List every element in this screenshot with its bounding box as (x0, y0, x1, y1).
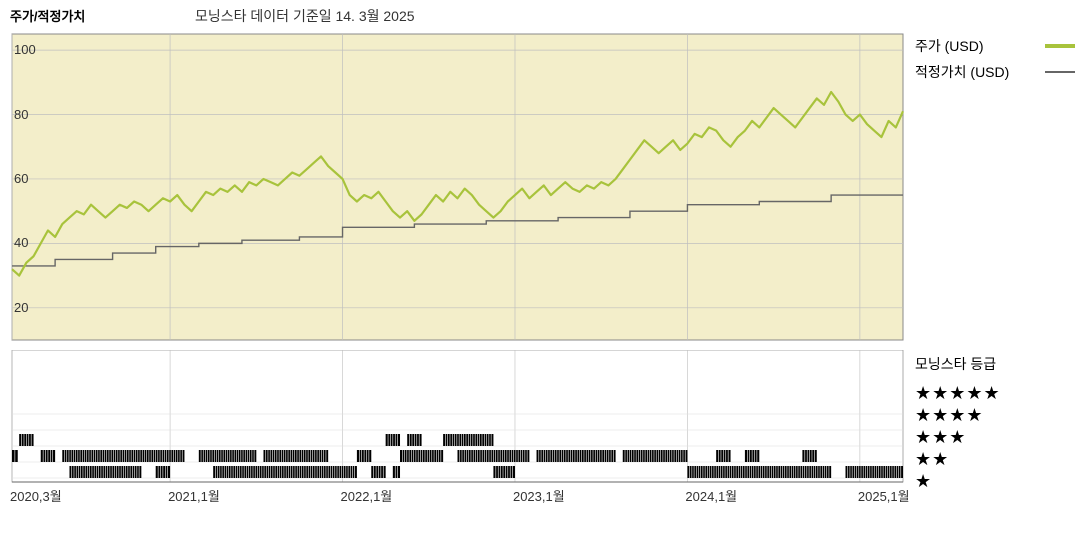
legend-row-fair: 적정가치 (USD) (915, 62, 1075, 82)
x-tick-label: 2024,1월 (685, 486, 737, 505)
legend-price-label: 주가 (USD) (915, 36, 984, 56)
legend-price-swatch (1045, 44, 1075, 48)
star-row: ★★★★★ (915, 382, 1075, 404)
y-tick-label: 40 (14, 235, 28, 250)
x-tick-label: 2020,3월 (10, 486, 62, 505)
title-center: 모닝스타 데이터 기준일 14. 3월 2025 (195, 6, 415, 26)
price-chart (10, 32, 905, 342)
x-tick-label: 2025,1월 (858, 486, 910, 505)
price-chart-svg (10, 32, 905, 342)
star-rows: ★★★★★★★★★★★★★★★ (915, 382, 1075, 492)
legend-fair-swatch (1045, 71, 1075, 73)
star-row: ★★★★ (915, 404, 1075, 426)
title-left: 주가/적정가치 (10, 6, 85, 25)
rating-chart (10, 350, 905, 500)
legend-row-price: 주가 (USD) (915, 36, 1075, 56)
legend-fair-label: 적정가치 (USD) (915, 62, 1009, 82)
y-tick-label: 80 (14, 107, 28, 122)
x-tick-label: 2022,1월 (341, 486, 393, 505)
y-tick-label: 100 (14, 42, 36, 57)
x-tick-label: 2021,1월 (168, 486, 220, 505)
chart-header: 주가/적정가치 모닝스타 데이터 기준일 14. 3월 2025 (0, 6, 1080, 28)
legend: 주가 (USD) 적정가치 (USD) (915, 36, 1075, 88)
rating-chart-svg (10, 350, 905, 500)
y-tick-label: 60 (14, 171, 28, 186)
rating-legend: 모닝스타 등급 ★★★★★★★★★★★★★★★ (915, 354, 1075, 492)
star-row: ★ (915, 470, 1075, 492)
y-tick-label: 20 (14, 300, 28, 315)
rating-legend-title: 모닝스타 등급 (915, 354, 1075, 374)
x-tick-label: 2023,1월 (513, 486, 565, 505)
star-row: ★★★ (915, 426, 1075, 448)
star-row: ★★ (915, 448, 1075, 470)
